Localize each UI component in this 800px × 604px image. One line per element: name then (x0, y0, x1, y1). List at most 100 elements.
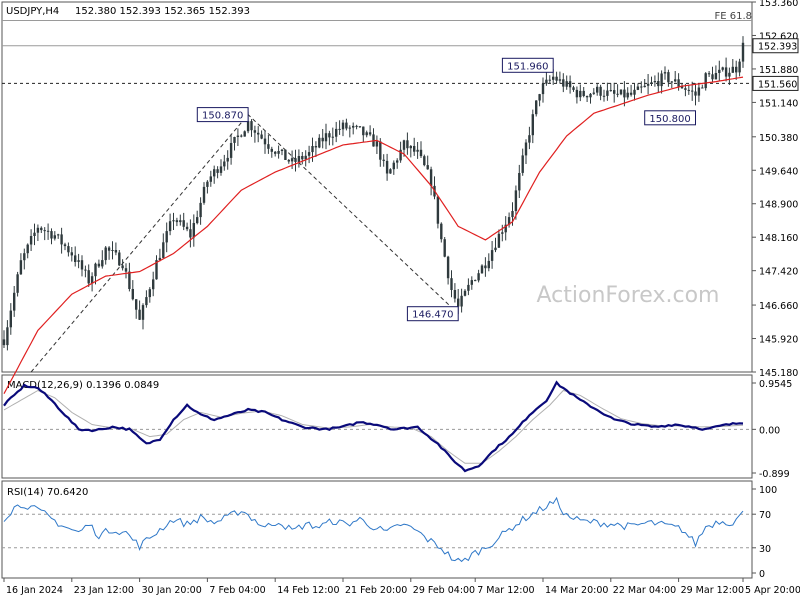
candle-body (731, 66, 734, 73)
candle-body (148, 289, 151, 298)
price-axis-label: 153.360 (759, 0, 798, 9)
rsi-panel-frame (1, 480, 753, 579)
candle-body (26, 244, 29, 254)
candle-body (535, 100, 538, 115)
candle-body (623, 89, 626, 98)
candle-body (138, 309, 141, 320)
macd-axis-label: 0.9545 (759, 379, 792, 390)
candle-body (728, 72, 731, 77)
candle-body (599, 86, 602, 96)
candle-body (646, 83, 650, 86)
candle-body (636, 86, 640, 90)
candle-body (613, 90, 616, 94)
candle-body (209, 176, 212, 182)
candle-body (368, 132, 372, 135)
macd-line (3, 380, 744, 473)
candle-body (196, 217, 199, 224)
candle-body (301, 156, 304, 160)
candle-body (446, 256, 450, 279)
candle-body (260, 134, 263, 139)
candle-body (568, 81, 572, 88)
candle-body (426, 165, 429, 170)
candle-body (385, 160, 389, 174)
candle-body (84, 269, 87, 271)
candle-body (280, 149, 284, 151)
candle-body (650, 82, 653, 84)
annotation-box (196, 107, 249, 123)
price-annotation: 146.470 (406, 306, 459, 322)
candle-body (697, 87, 701, 96)
candle-body (63, 244, 67, 247)
candle-body (453, 290, 457, 299)
candle-body (684, 88, 687, 90)
candle-body (111, 250, 114, 251)
candle-body (145, 297, 148, 306)
candle-body (389, 169, 392, 174)
candle-body (36, 227, 40, 233)
price-marker-label: 151.560 (758, 79, 797, 90)
candle-body (267, 144, 270, 149)
candle-body (168, 221, 172, 232)
candle-body (128, 271, 131, 289)
candle-body (660, 73, 663, 87)
time-axis-label: 23 Jan 12:00 (74, 585, 134, 596)
candle-body (90, 276, 94, 284)
candle-body (270, 148, 273, 152)
candle-body (46, 230, 50, 232)
candle-body (13, 292, 16, 311)
price-annotation: 151.960 (501, 57, 554, 73)
candle-body (531, 114, 534, 136)
price-panel-frame (1, 1, 753, 373)
candle-body (43, 230, 46, 232)
candle-body (314, 146, 318, 148)
candle-body (521, 155, 524, 173)
candle-body (457, 298, 460, 307)
time-axis-label: 14 Mar 20:00 (545, 585, 608, 596)
macd-axis-label: -0.899 (759, 469, 790, 480)
candle-body (324, 133, 328, 142)
candle-body (182, 220, 185, 227)
candle-body (480, 265, 484, 274)
time-axis-label: 29 Feb 04:00 (413, 585, 475, 596)
candle-body (345, 122, 348, 129)
candle-body (419, 149, 423, 157)
candle-body (487, 260, 490, 269)
candle-body (565, 81, 568, 87)
price-axis-label: 148.900 (759, 200, 798, 211)
price-axis-label: 150.380 (759, 133, 798, 144)
candle-body (57, 234, 60, 236)
candle-body (416, 149, 419, 152)
candle-body (460, 295, 463, 307)
time-axis-label: 21 Feb 20:00 (345, 585, 407, 596)
candle-body (518, 173, 521, 191)
candle-body (246, 121, 250, 132)
candle-body (423, 156, 426, 166)
candle-body (490, 250, 494, 261)
candle-body (670, 81, 673, 83)
candle-body (331, 136, 334, 138)
candle-body (674, 79, 677, 82)
rsi-line (3, 496, 744, 563)
candle-body (626, 92, 629, 98)
candle-body (118, 252, 121, 266)
candle-body (413, 146, 416, 152)
candle-body (399, 149, 402, 161)
candle-body (348, 127, 351, 129)
annotation-box (501, 57, 554, 73)
candle-body (189, 229, 192, 238)
candle-body (514, 190, 518, 211)
candle-body (328, 133, 331, 138)
time-axis-label: 7 Mar 12:00 (477, 585, 534, 596)
candle-body (70, 252, 73, 256)
candle-body (511, 211, 514, 218)
candle-body (223, 161, 226, 167)
candle-body (406, 140, 409, 149)
candle-body (16, 274, 19, 293)
candle-body (619, 89, 623, 95)
candle-body (596, 86, 599, 93)
candle-body (362, 126, 365, 136)
candle-body (409, 146, 412, 149)
candle-body (23, 253, 26, 261)
annotation-label: 146.470 (412, 310, 453, 321)
rsi-axis-label: 0 (759, 569, 765, 580)
